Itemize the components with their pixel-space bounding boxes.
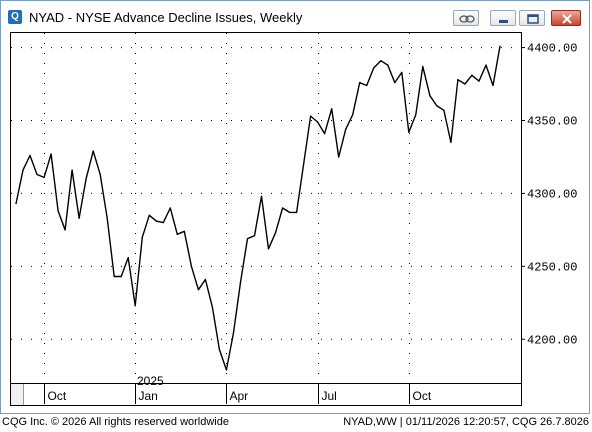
data-point — [267, 248, 270, 250]
data-point — [401, 71, 403, 73]
data-point — [22, 169, 24, 171]
data-point — [43, 176, 45, 178]
data-point — [29, 154, 31, 157]
data-point — [317, 121, 319, 123]
data-point — [429, 95, 431, 97]
status-text: NYAD,WW | 01/11/2026 12:20:57, CQG 26.7.… — [343, 416, 589, 428]
data-point — [36, 173, 38, 176]
data-point — [225, 369, 228, 371]
data-point — [99, 173, 101, 176]
data-point — [485, 64, 487, 66]
data-point — [78, 217, 80, 219]
data-point — [197, 289, 199, 291]
plot-area[interactable] — [10, 32, 522, 384]
data-point — [85, 178, 87, 180]
data-point — [15, 203, 17, 205]
data-point — [211, 306, 214, 308]
data-point — [190, 265, 192, 267]
axis-scroll-handle[interactable] — [11, 384, 24, 405]
restore-button[interactable] — [519, 10, 545, 26]
link-icon — [459, 15, 475, 23]
app-icon: Q — [8, 10, 22, 24]
data-point — [141, 236, 143, 238]
data-point — [324, 133, 326, 135]
data-point — [253, 235, 256, 237]
x-tick-label: Oct — [413, 389, 432, 403]
data-point — [218, 348, 221, 351]
y-tick-label: 4250.00 — [527, 260, 577, 274]
data-point — [106, 217, 108, 219]
data-point — [148, 214, 150, 216]
data-point — [120, 275, 122, 278]
data-point — [387, 64, 389, 66]
data-point — [176, 233, 178, 235]
data-point — [288, 211, 291, 213]
data-point — [274, 232, 277, 234]
close-button[interactable] — [551, 10, 581, 26]
data-point — [359, 81, 361, 84]
data-point — [71, 169, 73, 171]
data-point — [295, 211, 298, 213]
data-point — [310, 115, 312, 117]
data-point — [457, 79, 459, 81]
close-icon — [562, 14, 572, 24]
data-point — [92, 150, 94, 152]
x-tick-label: Oct — [48, 389, 67, 403]
data-point — [499, 45, 501, 47]
data-point — [134, 305, 136, 307]
data-point — [471, 74, 473, 76]
data-point — [127, 256, 129, 259]
data-point — [352, 114, 354, 116]
data-point — [366, 84, 368, 87]
y-tick-label: 4400.00 — [527, 42, 577, 56]
window-title: NYAD - NYSE Advance Decline Issues, Week… — [29, 10, 303, 25]
minimize-icon — [499, 20, 508, 23]
data-point — [155, 220, 157, 222]
x-tick-label: Jul — [322, 389, 337, 403]
data-point — [64, 229, 66, 231]
data-point — [464, 83, 466, 85]
data-point — [169, 207, 171, 209]
data-point — [50, 153, 52, 155]
data-point — [450, 141, 452, 143]
data-point — [302, 163, 305, 165]
data-point — [260, 195, 263, 197]
year-label: 2025 — [137, 374, 164, 388]
x-tick-label: Apr — [230, 389, 249, 403]
data-point — [232, 332, 235, 335]
time-axis[interactable] — [10, 384, 522, 406]
data-point — [380, 60, 382, 62]
minimize-button[interactable] — [490, 10, 516, 26]
data-point — [338, 156, 340, 158]
data-point — [331, 108, 333, 110]
data-point — [478, 80, 480, 82]
data-point — [281, 207, 284, 209]
data-point — [373, 67, 375, 69]
data-point — [246, 238, 249, 240]
y-tick-label: 4300.00 — [527, 187, 577, 201]
data-point — [443, 109, 445, 111]
title-bar[interactable]: Q NYAD - NYSE Advance Decline Issues, We… — [1, 1, 589, 33]
data-point — [415, 114, 417, 116]
series-line — [15, 45, 501, 371]
y-tick-label: 4200.00 — [527, 333, 577, 347]
restore-icon — [527, 14, 539, 24]
data-point — [436, 105, 438, 107]
y-tick-label: 4350.00 — [527, 115, 577, 129]
data-point — [422, 65, 424, 68]
data-point — [239, 281, 242, 283]
data-point — [113, 275, 115, 278]
data-point — [183, 230, 185, 232]
data-point — [408, 131, 410, 133]
link-button[interactable] — [453, 10, 479, 26]
data-point — [57, 210, 59, 212]
data-point — [394, 81, 396, 84]
x-tick-label: Jan — [139, 389, 158, 403]
copyright-text: CQG Inc. © 2026 All rights reserved worl… — [2, 416, 229, 428]
data-point — [345, 128, 347, 130]
data-point — [204, 278, 206, 281]
data-point — [162, 221, 164, 224]
data-point — [492, 84, 494, 87]
